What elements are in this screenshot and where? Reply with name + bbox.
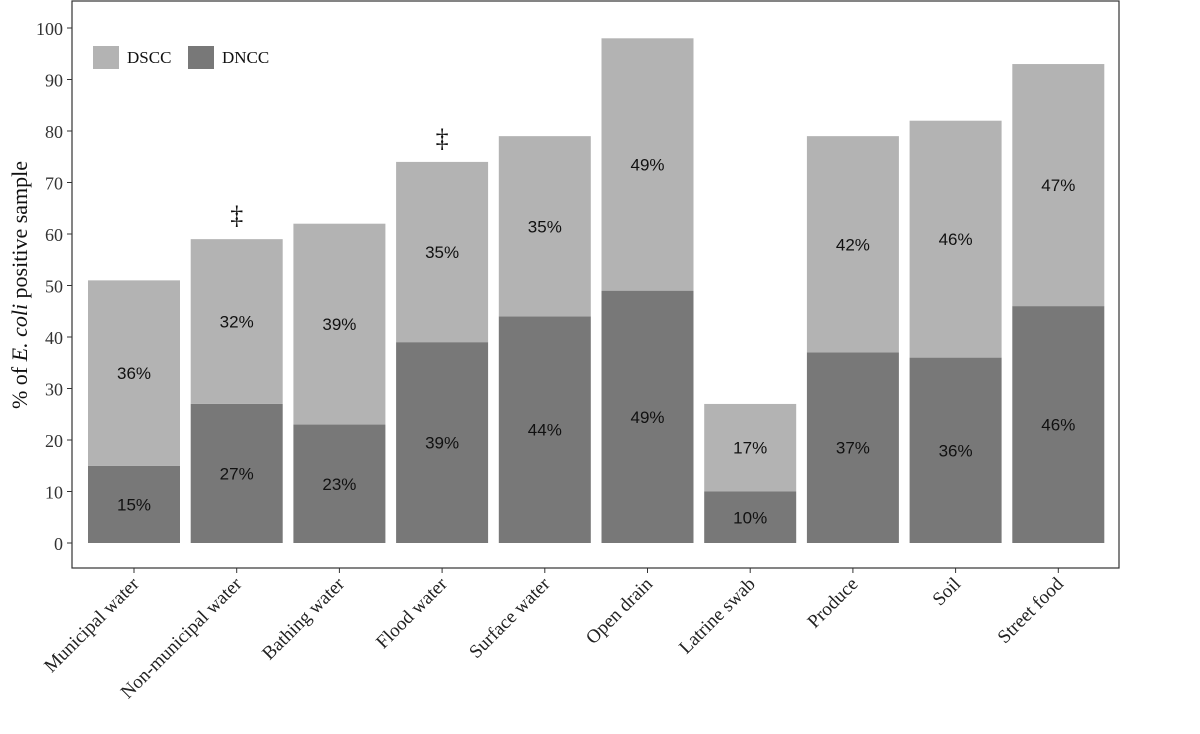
data-label-dncc-flood-water: 39% bbox=[425, 434, 459, 453]
bar-dncc-municipal-water bbox=[88, 465, 180, 543]
data-label-dncc-municipal-water: 15% bbox=[117, 495, 151, 514]
data-label-dscc-non-municipal-water: 32% bbox=[220, 313, 254, 332]
bar-dncc-soil bbox=[909, 357, 1002, 543]
bar-dscc-bathing-water bbox=[293, 223, 386, 425]
legend-label-dscc: DSCC bbox=[127, 48, 171, 67]
data-label-dncc-street-food: 46% bbox=[1041, 416, 1075, 435]
y-axis-title-prefix: % of bbox=[7, 361, 32, 409]
data-label-dscc-soil: 46% bbox=[939, 230, 973, 249]
x-tick-label: Flood water bbox=[372, 573, 452, 653]
bar-dscc-flood-water bbox=[396, 161, 489, 343]
data-label-dscc-bathing-water: 39% bbox=[322, 315, 356, 334]
bar-dncc-street-food bbox=[1012, 306, 1105, 543]
data-label-dncc-latrine-swab: 10% bbox=[733, 508, 767, 527]
y-tick-label: 80 bbox=[45, 122, 63, 142]
y-tick-label: 20 bbox=[45, 431, 63, 451]
bar-dncc-produce bbox=[806, 352, 899, 543]
data-label-dncc-produce: 37% bbox=[836, 439, 870, 458]
x-tick-label: Municipal water bbox=[40, 573, 144, 677]
y-tick-label: 40 bbox=[45, 328, 63, 348]
y-tick-label: 10 bbox=[45, 483, 63, 503]
y-tick-label: 70 bbox=[45, 174, 63, 194]
bar-dscc-produce bbox=[806, 136, 899, 353]
data-label-dscc-produce: 42% bbox=[836, 235, 870, 254]
y-tick-label: 30 bbox=[45, 380, 63, 400]
x-tick-label: Surface water bbox=[465, 573, 555, 663]
annotation-flood-water: ‡ bbox=[436, 124, 449, 153]
data-label-dncc-bathing-water: 23% bbox=[322, 475, 356, 494]
bar-dscc-soil bbox=[909, 120, 1002, 358]
bar-dncc-surface-water bbox=[498, 316, 591, 543]
bar-dncc-latrine-swab bbox=[704, 491, 797, 543]
bar-dscc-latrine-swab bbox=[704, 403, 797, 492]
legend: DSCC DNCC bbox=[93, 46, 269, 69]
data-label-dscc-flood-water: 35% bbox=[425, 243, 459, 262]
legend-label-dncc: DNCC bbox=[222, 48, 269, 67]
data-label-dscc-latrine-swab: 17% bbox=[733, 439, 767, 458]
y-tick-label: 0 bbox=[54, 534, 63, 554]
data-label-dscc-municipal-water: 36% bbox=[117, 364, 151, 383]
data-label-dscc-surface-water: 35% bbox=[528, 217, 562, 236]
x-tick-label: Bathing water bbox=[258, 573, 349, 664]
annotation-non-municipal-water: ‡ bbox=[230, 201, 243, 230]
bar-dscc-open-drain bbox=[601, 38, 694, 291]
data-label-dncc-surface-water: 44% bbox=[528, 421, 562, 440]
legend-swatch-dscc bbox=[93, 46, 119, 69]
y-tick-label: 100 bbox=[36, 19, 63, 39]
data-label-dscc-open-drain: 49% bbox=[630, 155, 664, 174]
data-label-dncc-soil: 36% bbox=[939, 441, 973, 460]
x-tick-label: Soil bbox=[929, 574, 966, 611]
x-tick-label: Produce bbox=[804, 574, 863, 633]
x-tick-label: Street food bbox=[994, 573, 1069, 648]
bar-dscc-non-municipal-water bbox=[190, 239, 283, 404]
y-tick-label: 90 bbox=[45, 71, 63, 91]
bar-dscc-surface-water bbox=[498, 136, 591, 317]
data-label-dncc-open-drain: 49% bbox=[630, 408, 664, 427]
x-tick-label: Open drain bbox=[582, 573, 657, 648]
x-tick-label: Latrine swab bbox=[675, 574, 760, 659]
bar-dscc-street-food bbox=[1012, 64, 1105, 307]
y-axis-title: % of E. coli positive sample bbox=[7, 161, 32, 409]
data-label-dncc-non-municipal-water: 27% bbox=[220, 464, 254, 483]
bar-dscc-municipal-water bbox=[88, 280, 180, 466]
legend-swatch-dncc bbox=[188, 46, 214, 69]
bar-dncc-flood-water bbox=[396, 342, 489, 543]
y-axis: 0 10 20 30 40 50 60 70 80 90 100 bbox=[36, 19, 72, 554]
y-axis-title-italic: E. coli bbox=[7, 304, 32, 362]
bar-dncc-bathing-water bbox=[293, 424, 386, 543]
data-label-dscc-street-food: 47% bbox=[1041, 176, 1075, 195]
bar-dncc-open-drain bbox=[601, 290, 694, 543]
y-axis-title-suffix: positive sample bbox=[7, 161, 32, 304]
bar-dncc-non-municipal-water bbox=[190, 403, 283, 543]
y-tick-label: 50 bbox=[45, 277, 63, 297]
bars: 15% 36% 27% 32% 23% 39% 39% 35% 44% 35% 49% 49% 10% 1… bbox=[88, 38, 1105, 543]
y-tick-label: 60 bbox=[45, 225, 63, 245]
